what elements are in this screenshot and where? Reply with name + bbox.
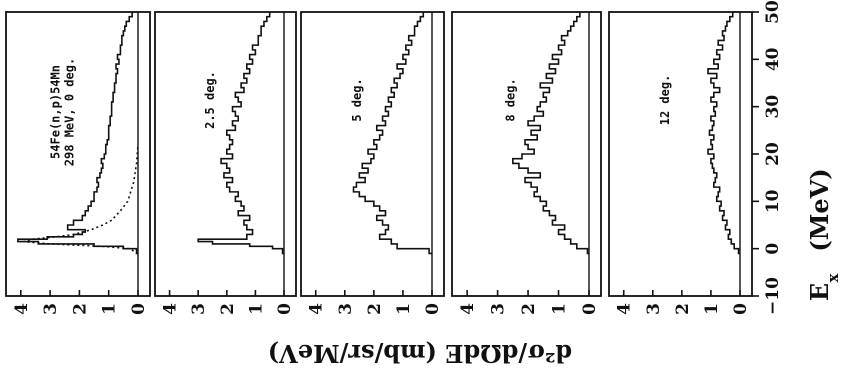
y-tick-label: 2: [673, 303, 693, 315]
y-tick-label: 1: [100, 303, 120, 315]
y-tick-label: 3: [644, 303, 664, 315]
panel-frame: [154, 11, 297, 297]
histogram-series: [352, 12, 432, 255]
y-tick-label: 1: [702, 303, 722, 315]
panel-4: 4 3 2 1 0 8 deg.: [451, 11, 602, 315]
y-tick-label: 4: [458, 303, 478, 315]
y-tick-label: 2: [70, 303, 90, 315]
panel-annotation: 298 MeV, 0 deg.: [62, 58, 76, 166]
y-tick-label: 3: [336, 303, 356, 315]
x-axis-ticks: −10 0 10 20 30 40 50: [752, 0, 783, 315]
y-tick-label: 3: [489, 303, 509, 315]
panel-frame: [300, 11, 445, 297]
dotted-series: [23, 144, 139, 255]
y-tick-label: 1: [550, 303, 570, 315]
x-tick-label: 10: [763, 189, 783, 213]
x-axis-title-subscript: x: [824, 272, 842, 282]
x-axis-title-main: E: [805, 283, 834, 301]
x-tick-label: 50: [763, 0, 783, 24]
x-tick-label: −10: [763, 277, 783, 315]
y-tick-label: 4: [161, 303, 181, 315]
panel-annotation: 8 deg.: [504, 78, 518, 121]
x-tick-label: 20: [763, 142, 783, 166]
y-tick-label: 2: [218, 303, 238, 315]
panel-annotation: 12 deg.: [658, 75, 672, 126]
y-tick-label: 3: [189, 303, 209, 315]
panel-5: 4 3 2 1 0 12 deg.: [608, 11, 753, 315]
y-tick-label: 4: [307, 303, 327, 315]
x-tick-label: 30: [763, 95, 783, 119]
panel-3: 4 3 2 1 0 5 deg.: [300, 11, 445, 315]
x-axis-title-unit: (MeV): [805, 168, 834, 251]
y-axis-title: d²σ/dΩdE (mb/sr/MeV): [268, 339, 572, 368]
histogram-series: [512, 12, 589, 255]
y-tick-label: 2: [519, 303, 539, 315]
panel-frame: [451, 11, 602, 297]
y-tick-label: 0: [580, 303, 600, 315]
panel-annotation: 2.5 deg.: [203, 71, 217, 129]
y-tick-label: 0: [731, 303, 751, 315]
y-tick-label: 0: [275, 303, 295, 315]
panel-1: 4 3 2 1 0 54Fe(n,p)54Mn 298 MeV, 0 deg.: [5, 11, 151, 315]
y-tick-label: 4: [12, 303, 32, 315]
y-tick-label: 3: [41, 303, 61, 315]
y-tick-label: 0: [423, 303, 443, 315]
y-tick-label: 4: [615, 303, 635, 315]
y-tick-label: 2: [365, 303, 385, 315]
panel-frame: [608, 11, 753, 297]
x-tick-label: 40: [763, 47, 783, 71]
panel-frame: [5, 11, 151, 297]
y-tick-label: 0: [129, 303, 149, 315]
y-tick-label: 1: [394, 303, 414, 315]
panel-2: 4 3 2 1 0 2.5 deg.: [154, 11, 297, 315]
panel-annotation: 5 deg.: [350, 78, 364, 121]
y-tick-label: 1: [246, 303, 266, 315]
histogram-series: [707, 12, 740, 255]
x-tick-label: 0: [763, 243, 783, 255]
panel-annotation: 54Fe(n,p)54Mn: [48, 65, 62, 159]
histogram-series: [197, 12, 284, 255]
histogram-series: [17, 12, 138, 255]
